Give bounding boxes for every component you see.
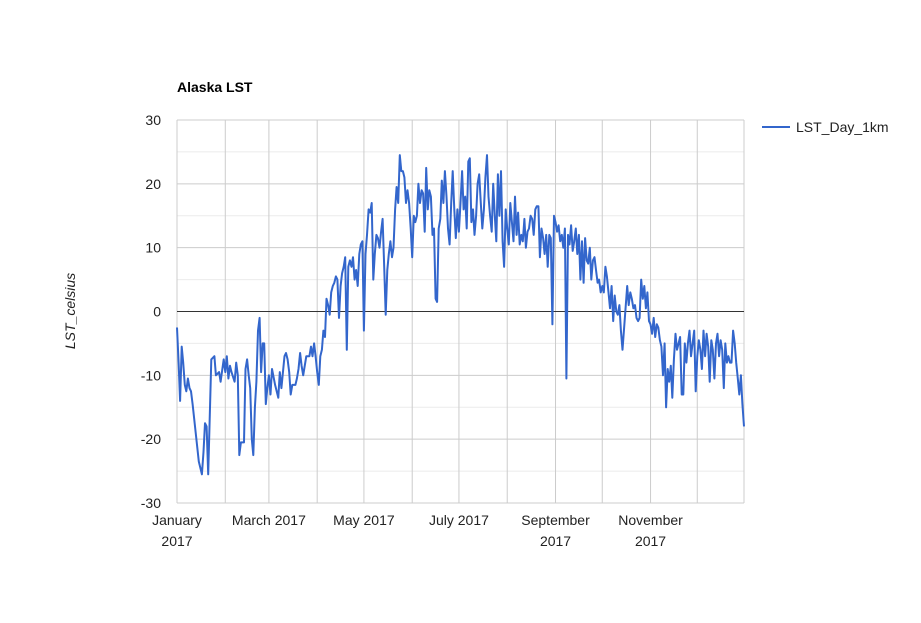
legend-label: LST_Day_1km (796, 119, 889, 135)
x-tick-label: March 2017 (232, 512, 306, 528)
y-axis-ticks: 30 20 10 0 -10 -20 -30 (141, 112, 161, 511)
y-tick-label: 30 (145, 112, 161, 128)
plot-area (176, 154, 745, 476)
x-tick-label: 2017 (161, 533, 192, 549)
x-tick-label: May 2017 (333, 512, 395, 528)
x-tick-label: July 2017 (429, 512, 489, 528)
y-tick-label: -30 (141, 495, 161, 511)
chart-title: Alaska LST (177, 79, 253, 95)
legend[interactable]: LST_Day_1km (762, 119, 889, 135)
x-axis-ticks: January 2017 March 2017 May 2017 July 2017 Se… (152, 512, 683, 549)
x-tick-label: January (152, 512, 202, 528)
x-tick-label: November (618, 512, 683, 528)
y-tick-label: 20 (145, 176, 161, 192)
y-tick-label: -20 (141, 431, 161, 447)
series-line (176, 154, 745, 476)
y-axis-label: LST_celsius (62, 273, 78, 349)
y-tick-label: 10 (145, 240, 161, 256)
y-tick-label: -10 (141, 367, 161, 383)
x-tick-label: 2017 (540, 533, 571, 549)
x-tick-label: 2017 (635, 533, 666, 549)
x-tick-label: September (521, 512, 590, 528)
y-tick-label: 0 (153, 304, 161, 320)
